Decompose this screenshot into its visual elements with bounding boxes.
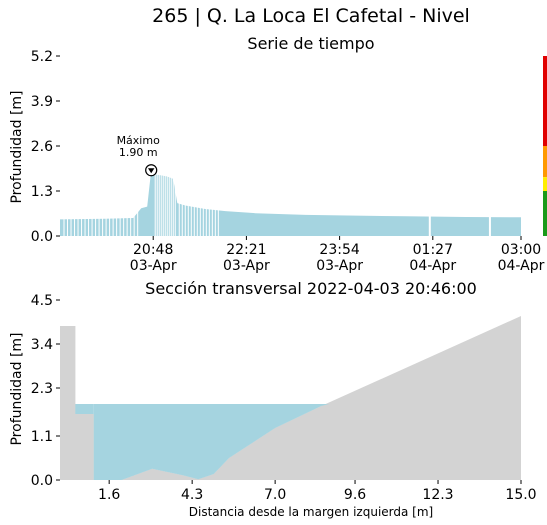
section-title: Sección transversal 2022-04-03 20:46:00	[145, 279, 477, 298]
section-xlabel: Distancia desde la margen izquierda [m]	[189, 505, 433, 519]
page-title: 265 | Q. La Loca El Cafetal - Nivel	[152, 5, 470, 27]
section-ytick-label: 4.5	[31, 293, 53, 309]
alert-scale-segment	[543, 177, 547, 191]
section-xtick-label: 1.6	[98, 487, 120, 503]
timeseries-xtick-date: 03-Apr	[316, 258, 363, 274]
max-marker-arrow	[147, 168, 155, 174]
section-ytick-label: 3.4	[31, 337, 53, 353]
timeseries-xtick-time: 22:21	[226, 242, 266, 258]
section-ylabel: Profundidad [m]	[9, 332, 25, 445]
water-in-channel	[93, 404, 329, 480]
timeseries-xtick-time: 01:27	[413, 242, 453, 258]
timeseries-ytick-label: 2.6	[31, 139, 53, 155]
section-ytick-label: 0.0	[31, 473, 53, 489]
timeseries-ytick-label: 3.9	[31, 94, 53, 110]
timeseries-xtick-date: 03-Apr	[130, 258, 177, 274]
max-label-value: 1.90 m	[119, 146, 158, 159]
cross-section-plot: 0.0 1.1 2.3 3.4 4.5 1.6 4.3 7.0 9.6 12.3 15.0	[31, 293, 537, 503]
timeseries-plot: 0.01.32.63.95.220:4803-Apr22:2103-Apr23:…	[31, 49, 547, 274]
alert-scale-segment	[543, 56, 547, 146]
section-ytick-label: 1.1	[31, 429, 53, 445]
max-label-title: Máximo	[117, 134, 161, 147]
timeseries-xtick-time: 03:00	[501, 242, 541, 258]
timeseries-xtick-date: 03-Apr	[223, 258, 270, 274]
timeseries-xtick-time: 20:48	[133, 242, 173, 258]
section-ytick-label: 2.3	[31, 381, 53, 397]
timeseries-title: Serie de tiempo	[247, 34, 374, 53]
water-bench	[75, 404, 94, 414]
section-xtick-label: 4.3	[181, 487, 203, 503]
timeseries-ytick-label: 1.3	[31, 184, 53, 200]
timeseries-area	[60, 170, 521, 236]
section-xtick-label: 15.0	[505, 487, 536, 503]
alert-scale-segment	[543, 191, 547, 236]
section-xtick-label: 7.0	[264, 487, 286, 503]
ground-profile	[60, 316, 521, 480]
timeseries-xtick-date: 04-Apr	[409, 258, 456, 274]
section-xtick-label: 9.6	[344, 487, 366, 503]
timeseries-xtick-date: 04-Apr	[498, 258, 545, 274]
timeseries-xtick-time: 23:54	[319, 242, 359, 258]
timeseries-ytick-label: 5.2	[31, 49, 53, 65]
timeseries-ytick-label: 0.0	[31, 229, 53, 245]
timeseries-ylabel: Profundidad [m]	[9, 90, 25, 203]
section-xtick-label: 12.3	[422, 487, 453, 503]
alert-scale-segment	[543, 146, 547, 178]
